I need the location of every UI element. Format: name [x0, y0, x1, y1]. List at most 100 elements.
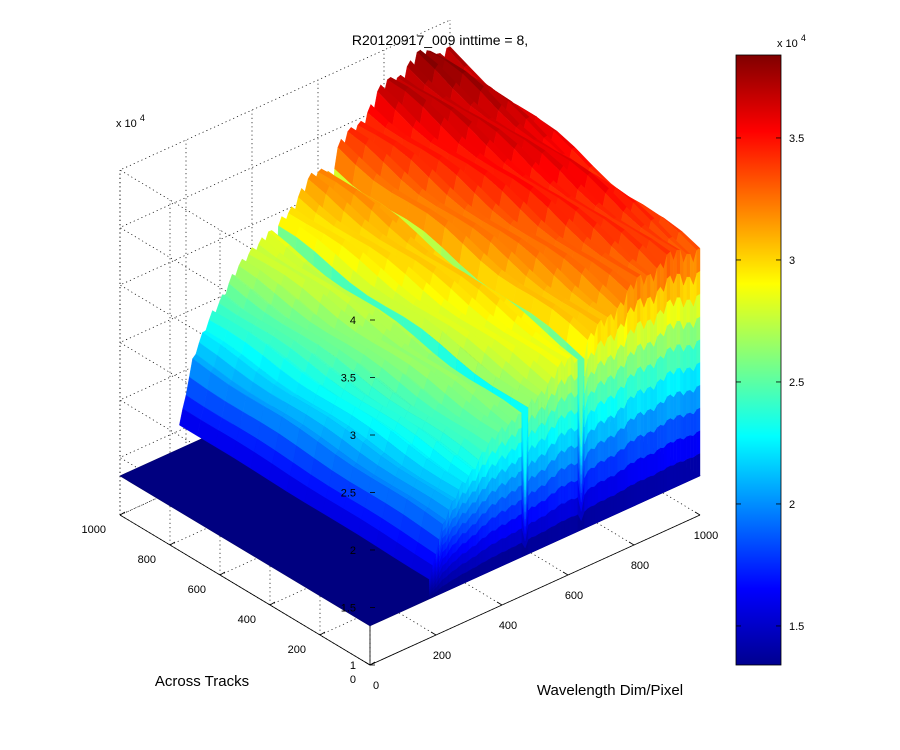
surface-front-patch: [518, 527, 522, 545]
surface-front-patch: [462, 522, 466, 534]
surface-front-patch: [647, 363, 651, 389]
surface-front-patch: [696, 247, 701, 274]
surface-front-patch: [508, 532, 513, 550]
colorbar-tick-label: 2: [789, 499, 795, 511]
surface-front-patch: [637, 479, 641, 505]
surface-front-patch: [683, 435, 687, 462]
surface-front-patch: [630, 350, 635, 377]
surface-front-patch: [673, 462, 678, 489]
surface-front-patch: [600, 460, 605, 482]
surface-front-patch: [686, 344, 691, 369]
surface-front-patch: [693, 454, 697, 480]
surface-front-patch: [511, 447, 516, 465]
surface-front-patch: [620, 489, 625, 513]
surface-front-patch: [686, 389, 691, 414]
surface-front-patch: [647, 385, 651, 411]
surface-front-patch: [696, 407, 701, 433]
surface-front-patch: [518, 542, 522, 559]
surface-front-patch: [528, 536, 532, 555]
surface-front-patch: [488, 543, 493, 560]
surface-front-patch: [660, 309, 664, 337]
surface-front-patch: [557, 520, 562, 541]
surface-front-patch: [610, 394, 615, 419]
surface-front-patch: [541, 484, 546, 502]
surface-front-patch: [541, 437, 546, 456]
y-axis-label: Across Tracks: [155, 673, 249, 690]
surface-front-patch: [676, 390, 681, 416]
surface-front-patch: [617, 406, 621, 432]
surface-front-patch: [531, 506, 536, 522]
surface-front-patch: [656, 401, 661, 428]
surface-front-patch: [617, 490, 621, 514]
surface-front-patch: [647, 341, 651, 366]
surface-front-patch: [472, 566, 476, 580]
surface-front-patch: [676, 461, 681, 487]
surface-front-patch: [666, 465, 671, 492]
surface-front-patch: [518, 413, 522, 429]
surface-front-patch: [538, 516, 542, 535]
surface-front-patch: [647, 318, 651, 344]
z-tick-label: 3: [350, 430, 356, 442]
surface-front-patch: [491, 516, 496, 531]
surface-front-patch: [518, 441, 522, 458]
surface-front-patch: [590, 409, 595, 431]
surface-front-patch: [600, 499, 605, 522]
surface-front-patch: [590, 486, 595, 507]
surface-front-patch: [666, 322, 671, 350]
surface-front-patch: [491, 476, 496, 493]
z-tick-label: 2: [350, 545, 356, 557]
surface-front-patch: [696, 338, 701, 365]
surface-front-patch: [670, 441, 674, 466]
surface-front-patch: [627, 462, 631, 488]
surface-front-patch: [482, 536, 486, 551]
z-tick-label: 3.5: [341, 373, 356, 385]
surface-front-patch: [597, 419, 602, 444]
surface-front-patch: [647, 273, 651, 299]
surface-front-patch: [511, 504, 516, 520]
surface-front-patch: [607, 414, 612, 439]
surface-front-patch: [686, 253, 691, 277]
surface-front-patch: [501, 524, 506, 539]
surface-front-patch: [656, 332, 661, 360]
x-tick-mark: [562, 571, 569, 576]
surface-front-patch: [640, 457, 645, 481]
surface-front-patch: [680, 414, 684, 440]
surface-front-patch: [630, 440, 635, 463]
surface-front-patch: [541, 469, 546, 487]
surface-front-patch: [462, 542, 466, 554]
surface-front-patch: [482, 488, 486, 502]
surface-front-patch: [643, 432, 648, 459]
surface-front-patch: [491, 463, 496, 480]
surface-front-patch: [689, 434, 694, 459]
surface-front-patch: [660, 469, 664, 495]
surface-front-patch: [666, 441, 671, 468]
surface-front-patch: [482, 561, 486, 576]
surface-front-patch: [617, 427, 621, 453]
surface-front-patch: [670, 393, 674, 421]
surface-front-patch: [511, 518, 516, 534]
surface-front-patch: [656, 378, 661, 406]
surface-front-patch: [670, 464, 674, 490]
surface-front-patch: [610, 495, 615, 517]
surface-front-patch: [630, 417, 635, 442]
surface-front-patch: [637, 297, 641, 324]
surface-front-patch: [620, 385, 625, 409]
x-axis-label: Wavelength Dim/Pixel: [537, 682, 683, 699]
surface-front-patch: [551, 525, 555, 544]
z-tick-label: 1.5: [341, 603, 356, 615]
surface-front-patch: [614, 492, 618, 516]
surface-front-patch: [666, 346, 671, 374]
axis-ticks: 1 1.5 2 2.5 3 3.5 4 0 200 400 600 800 1000 0 200 400 600…: [82, 315, 719, 692]
surface-front-patch: [551, 459, 555, 478]
surface-front-patch: [610, 455, 615, 477]
surface-front-patch: [597, 500, 602, 523]
surface-front-patch: [567, 391, 572, 413]
surface-front-patch: [472, 545, 476, 558]
surface-front-patch: [686, 367, 691, 391]
z-tick-label: 2.5: [341, 488, 356, 500]
surface-front-patch: [680, 461, 684, 486]
surface-front-patch: [683, 412, 687, 440]
surface-front-patch: [676, 367, 681, 393]
colorbar-tick-label: 3: [789, 255, 795, 267]
